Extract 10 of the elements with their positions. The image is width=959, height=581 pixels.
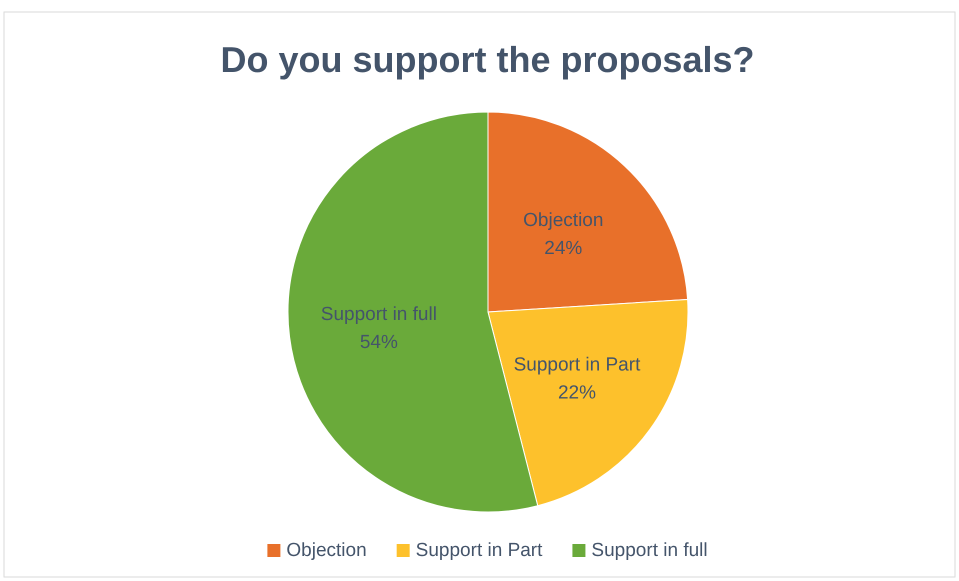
legend-label: Support in Part (416, 540, 544, 561)
slice-label: Objection (523, 210, 604, 231)
slice-label: Support in Part (514, 354, 642, 376)
data-label: 22% (558, 382, 596, 404)
data-label: 24% (544, 238, 582, 259)
chart-title: Do you support the proposals? (220, 39, 755, 80)
slice-label: Support in full (320, 304, 437, 325)
legend-label: Support in full (591, 540, 708, 561)
legend-label: Objection (286, 540, 367, 561)
data-label: 54% (360, 332, 398, 353)
